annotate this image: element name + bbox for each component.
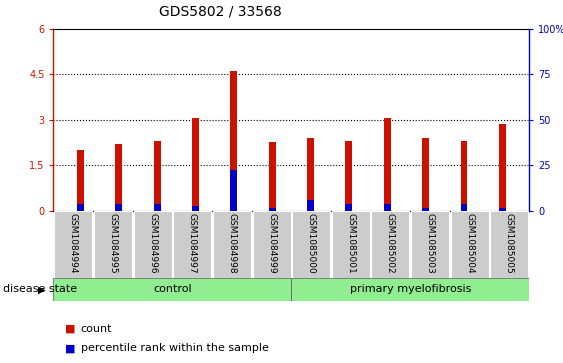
Bar: [53, 278, 292, 301]
Bar: [269, 143, 276, 211]
Bar: [490, 211, 529, 278]
Text: GDS5802 / 33568: GDS5802 / 33568: [159, 4, 282, 18]
Text: ■: ■: [65, 343, 75, 354]
Bar: [54, 211, 92, 278]
Bar: [307, 200, 314, 211]
Bar: [192, 118, 199, 211]
Text: GSM1085000: GSM1085000: [307, 213, 316, 273]
Bar: [372, 211, 409, 278]
Bar: [115, 204, 122, 211]
Text: GSM1085001: GSM1085001: [346, 213, 355, 273]
Bar: [292, 278, 529, 301]
Bar: [173, 211, 211, 278]
Bar: [461, 141, 467, 211]
Bar: [154, 204, 160, 211]
Text: GSM1085003: GSM1085003: [426, 213, 435, 273]
Bar: [384, 118, 391, 211]
Bar: [213, 211, 251, 278]
Bar: [499, 208, 506, 211]
Bar: [384, 204, 391, 211]
Text: primary myelofibrosis: primary myelofibrosis: [350, 285, 471, 294]
Text: percentile rank within the sample: percentile rank within the sample: [81, 343, 269, 354]
Bar: [252, 211, 291, 278]
Text: count: count: [81, 323, 112, 334]
Bar: [94, 211, 132, 278]
Bar: [499, 124, 506, 211]
Text: ■: ■: [65, 323, 75, 334]
Bar: [115, 144, 122, 211]
Text: GSM1085004: GSM1085004: [465, 213, 474, 273]
Text: GSM1084997: GSM1084997: [187, 213, 196, 273]
Text: GSM1085002: GSM1085002: [386, 213, 395, 273]
Text: GSM1084998: GSM1084998: [227, 213, 236, 273]
Text: disease state: disease state: [3, 285, 77, 294]
Text: GSM1084996: GSM1084996: [148, 213, 157, 273]
Bar: [422, 208, 429, 211]
Bar: [307, 138, 314, 211]
Bar: [332, 211, 370, 278]
Text: GSM1084994: GSM1084994: [69, 213, 78, 273]
Bar: [77, 150, 84, 211]
Bar: [411, 211, 449, 278]
Text: control: control: [153, 285, 192, 294]
Bar: [292, 211, 330, 278]
Text: GSM1084999: GSM1084999: [267, 213, 276, 273]
Bar: [133, 211, 172, 278]
Bar: [346, 141, 352, 211]
Bar: [230, 71, 237, 211]
Text: GSM1085005: GSM1085005: [505, 213, 514, 273]
Bar: [77, 204, 84, 211]
Bar: [269, 208, 276, 211]
Text: ▶: ▶: [38, 285, 45, 294]
Bar: [154, 141, 160, 211]
Bar: [461, 204, 467, 211]
Bar: [422, 138, 429, 211]
Bar: [192, 206, 199, 211]
Bar: [230, 170, 237, 211]
Text: GSM1084995: GSM1084995: [109, 213, 118, 273]
Bar: [451, 211, 489, 278]
Bar: [346, 204, 352, 211]
